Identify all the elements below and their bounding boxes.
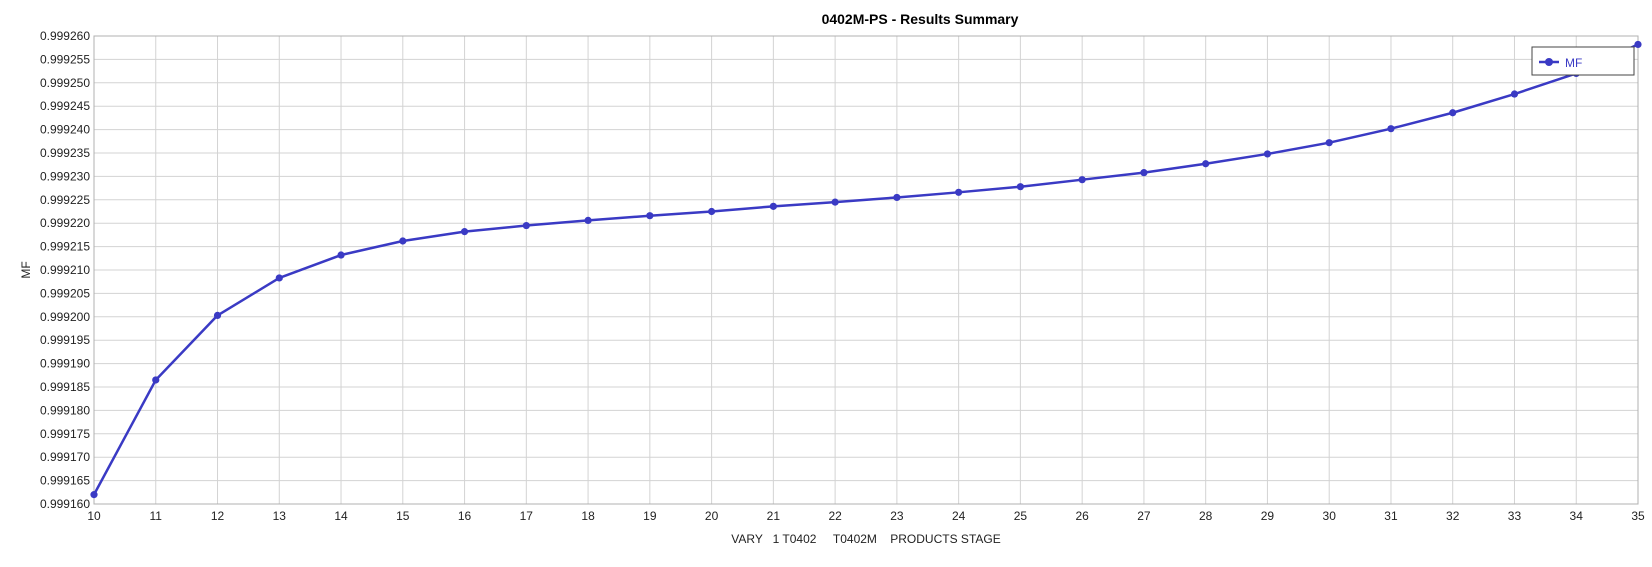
x-tick-label: 28 [1199, 509, 1213, 523]
x-axis-label: VARY 1 T0402 T0402M PRODUCTS STAGE [731, 532, 1000, 546]
data-point [1510, 90, 1519, 98]
x-tick-label: 22 [828, 509, 842, 523]
y-tick-label: 0.999260 [40, 29, 90, 43]
x-tick-label: 24 [952, 509, 966, 523]
x-tick-label: 15 [396, 509, 410, 523]
data-point [1387, 125, 1395, 133]
data-point [1263, 150, 1272, 158]
x-tick-label: 12 [211, 509, 225, 523]
x-tick-label: 26 [1075, 509, 1089, 523]
x-tick-label: 10 [87, 509, 101, 523]
data-point [646, 212, 654, 220]
data-point [1078, 176, 1086, 184]
data-point [1325, 139, 1333, 147]
y-tick-label: 0.999255 [40, 52, 90, 66]
legend-label: MF [1565, 56, 1582, 70]
x-tick-label: 25 [1014, 509, 1028, 523]
y-tick-label: 0.999225 [40, 193, 90, 207]
y-tick-label: 0.999250 [40, 76, 90, 90]
y-tick-label: 0.999200 [40, 310, 90, 324]
data-point [708, 207, 716, 216]
data-point [90, 491, 98, 499]
y-tick-label: 0.999215 [40, 240, 90, 254]
y-tick-label: 0.999210 [40, 263, 90, 277]
legend[interactable]: MF [1531, 46, 1635, 76]
data-point [893, 193, 901, 202]
legend-swatch-marker [1545, 58, 1553, 66]
y-tick-label: 0.999220 [40, 216, 90, 230]
x-tick-label: 19 [643, 509, 657, 523]
data-point [460, 228, 469, 236]
y-tick-label: 0.999235 [40, 146, 90, 160]
x-tick-label: 27 [1137, 509, 1151, 523]
x-tick-label: 30 [1323, 509, 1337, 523]
data-point [522, 221, 530, 230]
x-tick-label: 35 [1631, 509, 1645, 523]
y-tick-label: 0.999190 [40, 357, 90, 371]
data-point [1016, 183, 1024, 191]
data-point [275, 274, 283, 282]
y-axis-ticks: 0.999160 0.999165 0.999170 0.999175 0.999180… [40, 29, 90, 511]
x-tick-label: 32 [1446, 509, 1460, 523]
y-tick-label: 0.999165 [40, 474, 90, 488]
x-tick-label: 11 [150, 509, 163, 523]
y-tick-label: 0.999170 [40, 450, 90, 464]
x-tick-label: 20 [705, 509, 719, 523]
y-tick-label: 0.999205 [40, 286, 90, 300]
data-point [955, 188, 963, 196]
x-tick-label: 13 [273, 509, 287, 523]
y-axis-label: MF [19, 261, 33, 278]
x-tick-label: 23 [890, 509, 904, 523]
data-point [1634, 40, 1642, 49]
data-point [399, 237, 407, 245]
chart-title: 0402M-PS - Results Summary [822, 11, 1019, 27]
y-tick-label: 0.999160 [40, 497, 90, 511]
data-point [213, 311, 222, 319]
y-tick-label: 0.999245 [40, 99, 90, 113]
plot-frame [93, 35, 1639, 505]
y-tick-label: 0.999230 [40, 169, 90, 183]
y-tick-label: 0.999185 [40, 380, 90, 394]
series [90, 40, 1642, 499]
grid [93, 35, 1639, 505]
x-tick-label: 34 [1570, 509, 1584, 523]
data-point [1449, 109, 1457, 117]
y-tick-label: 0.999180 [40, 403, 90, 417]
data-point [1140, 169, 1148, 177]
y-tick-label: 0.999175 [40, 427, 90, 441]
x-tick-label: 18 [581, 509, 595, 523]
data-point [584, 216, 592, 224]
y-tick-label: 0.999240 [40, 123, 90, 137]
x-tick-label: 33 [1508, 509, 1522, 523]
data-point [152, 376, 160, 384]
data-point [831, 198, 839, 206]
data-point [1202, 160, 1210, 168]
series-line [92, 43, 1639, 496]
data-point [769, 202, 777, 210]
x-tick-label: 21 [767, 509, 781, 523]
x-tick-label: 29 [1261, 509, 1275, 523]
x-tick-label: 16 [458, 509, 472, 523]
x-tick-label: 17 [520, 509, 534, 523]
data-point [337, 251, 345, 259]
x-tick-label: 14 [334, 509, 348, 523]
x-axis-ticks: 10 11 12 13 14 15 16 17 18 19 20 21 22 23 24 25 26 27 28 29… [87, 509, 1645, 523]
x-tick-label: 31 [1384, 509, 1398, 523]
y-tick-label: 0.999195 [40, 333, 90, 347]
